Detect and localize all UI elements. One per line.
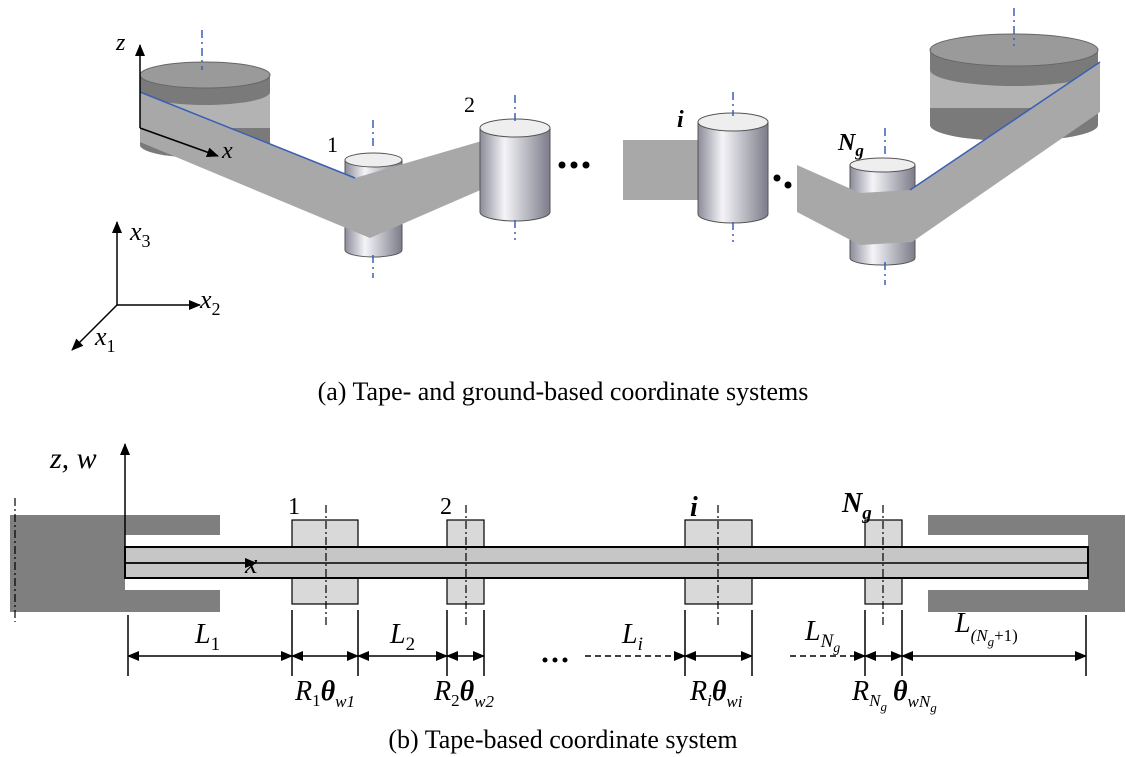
wrap-theta: θ	[321, 676, 336, 707]
span-sub: i	[638, 634, 643, 655]
caption: (a) Tape- and ground-based coordinate sy…	[318, 377, 809, 406]
wrap-r: R	[689, 676, 707, 707]
roller-label: 1	[327, 132, 338, 157]
caption: (b) Tape-based coordinate system	[388, 725, 737, 754]
wrap-r-subsub: g	[880, 699, 887, 714]
roller-label: Ng	[841, 488, 872, 524]
roller-label: 1	[288, 494, 300, 520]
roller-2	[480, 95, 550, 240]
axis-label-base: x	[94, 322, 107, 351]
span-sub-end: +1)	[994, 626, 1018, 645]
axis-label: x	[221, 138, 233, 164]
axis-label-base: x	[129, 217, 142, 246]
span-label: Li	[621, 619, 643, 655]
axis-label: x1	[94, 322, 116, 356]
span-sub: 2	[406, 634, 416, 655]
wrap-t-subsub: g	[930, 700, 937, 715]
figure: z x 1 2 i Ng x3 x2 x1 (a) Tape- and grou…	[0, 0, 1126, 757]
span-label: L1	[194, 619, 220, 655]
wrap-t-sub: w1	[335, 692, 355, 711]
wrap-label: R1θw1	[294, 676, 355, 711]
wrap-t-sub: w2	[474, 692, 494, 711]
roller-label-base: N	[837, 130, 857, 156]
roller-label: Ng	[837, 130, 864, 160]
span-base: L	[954, 608, 971, 639]
wrap-theta: θ	[460, 676, 475, 707]
span-sub: (N	[971, 626, 990, 645]
wrap-t-sub: wi	[726, 692, 742, 711]
span-base: L	[389, 619, 406, 650]
panel-b: z, w x 1 2 i Ng L1 L2 Li LNg L(Ng+1) R1θ…	[10, 442, 1125, 754]
span-label: L2	[389, 619, 415, 655]
axis-label: x3	[129, 217, 151, 251]
wrap-r-sub: 2	[451, 691, 460, 710]
wrap-label: R2θw2	[433, 676, 494, 711]
wrap-label: Riθwi	[689, 676, 743, 711]
span-subsub: g	[833, 641, 840, 656]
wrap-r: R	[433, 676, 451, 707]
span-base: L	[804, 616, 821, 647]
axis-label: x2	[199, 285, 221, 319]
wrap-r-sub: 1	[312, 691, 321, 710]
span-label: LNg	[804, 616, 840, 656]
span-base: L	[621, 619, 638, 650]
span-label: L(Ng+1)	[954, 608, 1018, 649]
axis-label-sub: 2	[212, 299, 221, 319]
wrap-t-sub: wN	[908, 692, 932, 711]
roller-label-sub: g	[854, 141, 864, 160]
roller-label-base: N	[841, 488, 864, 519]
wrap-r: R	[294, 676, 312, 707]
axis-label: z, w	[49, 442, 97, 475]
roller-label-sub: g	[861, 503, 872, 524]
tape	[623, 140, 701, 200]
dimension-lines	[128, 610, 1086, 676]
roller-label: 2	[464, 92, 475, 117]
wrap-theta: θ	[893, 676, 908, 707]
wrap-theta: θ	[712, 676, 727, 707]
wrap-r: R	[851, 676, 869, 707]
panel-a: z x 1 2 i Ng x3 x2 x1 (a) Tape- and grou…	[72, 8, 1100, 406]
roller-i	[698, 92, 768, 242]
roller-label: i	[690, 492, 698, 523]
axis-label-base: x	[199, 285, 212, 314]
axis-label: z	[115, 30, 126, 56]
axis-label-sub: 3	[142, 231, 151, 251]
axis-label-sub: 1	[107, 336, 116, 356]
roller-label: i	[677, 107, 684, 133]
span-sub: 1	[211, 634, 221, 655]
axis-label: x	[244, 549, 258, 580]
roller-label: 2	[440, 494, 452, 520]
span-base: L	[194, 619, 211, 650]
